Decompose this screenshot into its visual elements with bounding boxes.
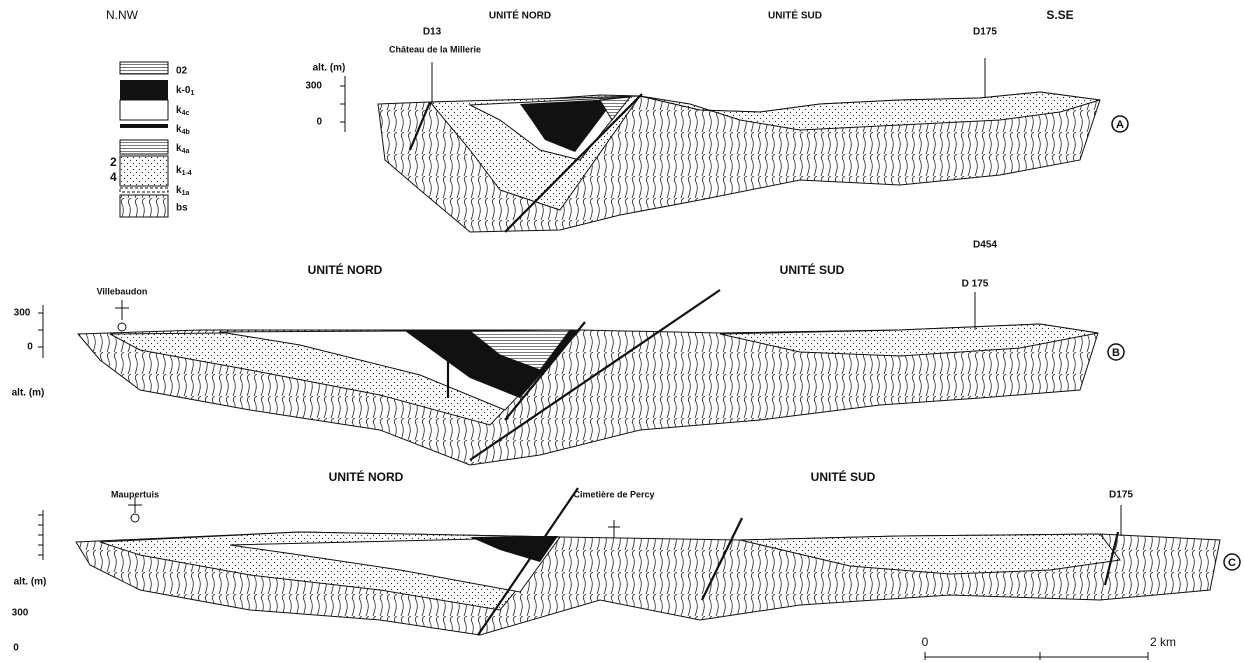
legend-marker: 2: [110, 155, 117, 169]
axis: [38, 510, 43, 560]
legend-label: k4c: [176, 105, 189, 118]
legend-swatch: [120, 156, 168, 186]
legend-swatch: [120, 140, 168, 154]
cross-section-figure: N.NW S.SE 02 k-01 k4c k4b k4a k1-4 k1a b…: [0, 0, 1244, 663]
legend-swatch: [120, 124, 168, 128]
place-label: D175: [1109, 490, 1133, 501]
axis-tick: 0: [27, 342, 33, 353]
legend-sub: 4b: [182, 129, 190, 136]
unit-label: UNITÉ NORD: [308, 262, 383, 277]
axis: [340, 76, 345, 132]
axis-tick: 300: [14, 308, 31, 319]
scale-bar: 0 2 km: [922, 635, 1176, 660]
place-label: Cimetière de Percy: [573, 489, 654, 499]
legend-label: k-01: [176, 85, 194, 98]
place-label: D454: [973, 240, 997, 251]
legend-label: k4b: [176, 124, 190, 137]
axis-label: alt. (m): [313, 63, 346, 74]
place-label: Villebaudon: [97, 286, 148, 296]
legend-sub: 1-4: [182, 170, 192, 177]
legend-swatch: [120, 195, 168, 217]
section-id: C: [1228, 557, 1236, 569]
axis-tick: 300: [305, 81, 322, 92]
axis-label: alt. (m): [12, 388, 45, 399]
legend-label: k4a: [176, 143, 189, 156]
unit-label: UNITÉ SUD: [811, 469, 876, 484]
unit-label: UNITÉ NORD: [489, 9, 551, 22]
place-symbol: [131, 514, 139, 522]
axis-label: alt. (m): [14, 577, 47, 588]
section-id: B: [1112, 347, 1120, 359]
place-label: D175: [973, 27, 997, 38]
unit-label: UNITÉ SUD: [768, 9, 822, 22]
direction-label: S.SE: [1046, 8, 1073, 22]
axis: [38, 305, 43, 358]
scale-line: [925, 652, 1148, 660]
scale-label: 2 km: [1150, 635, 1176, 649]
legend-sub: 1a: [182, 190, 190, 197]
place-label: Château de la Millerie: [389, 44, 481, 54]
place-marker: [128, 497, 1121, 538]
axis-tick: 0: [316, 117, 322, 128]
legend-base: k-0: [176, 85, 191, 96]
section-c: UNITÉ NORD UNITÉ SUD Maupertuis Cimetièr…: [12, 469, 1240, 653]
section-id: A: [1116, 119, 1124, 131]
direction-label: N.NW: [106, 8, 139, 22]
legend-marker: 4: [110, 170, 117, 184]
legend-label: bs: [176, 203, 188, 214]
place-label: D13: [423, 27, 442, 38]
place-marker: [432, 58, 985, 104]
legend-label: 02: [176, 66, 188, 77]
legend-swatch: [120, 80, 168, 100]
scale-label: 0: [922, 635, 929, 649]
legend-swatch: [120, 100, 168, 120]
place-marker: [115, 292, 975, 330]
section-a: UNITÉ NORD UNITÉ SUD D13 Château de la M…: [305, 9, 1128, 232]
legend: 02 k-01 k4c k4b k4a k1-4 k1a bs 2 4: [110, 62, 194, 217]
legend-sub: 4c: [182, 110, 190, 117]
legend-swatch: [120, 188, 168, 192]
unit-label: UNITÉ SUD: [780, 262, 845, 277]
axis-tick: 0: [13, 643, 19, 654]
legend-sub: 1: [190, 90, 194, 97]
section-b: UNITÉ NORD UNITÉ SUD D454 Villebaudon D …: [12, 240, 1124, 465]
legend-label: k1-4: [176, 165, 192, 178]
place-label: D 175: [962, 279, 989, 290]
legend-swatch: [120, 62, 168, 74]
legend-sub: 4a: [182, 148, 190, 155]
place-symbol: [118, 323, 126, 331]
axis-tick: 300: [12, 608, 29, 619]
unit-label: UNITÉ NORD: [329, 469, 404, 484]
legend-label: k1a: [176, 185, 189, 198]
